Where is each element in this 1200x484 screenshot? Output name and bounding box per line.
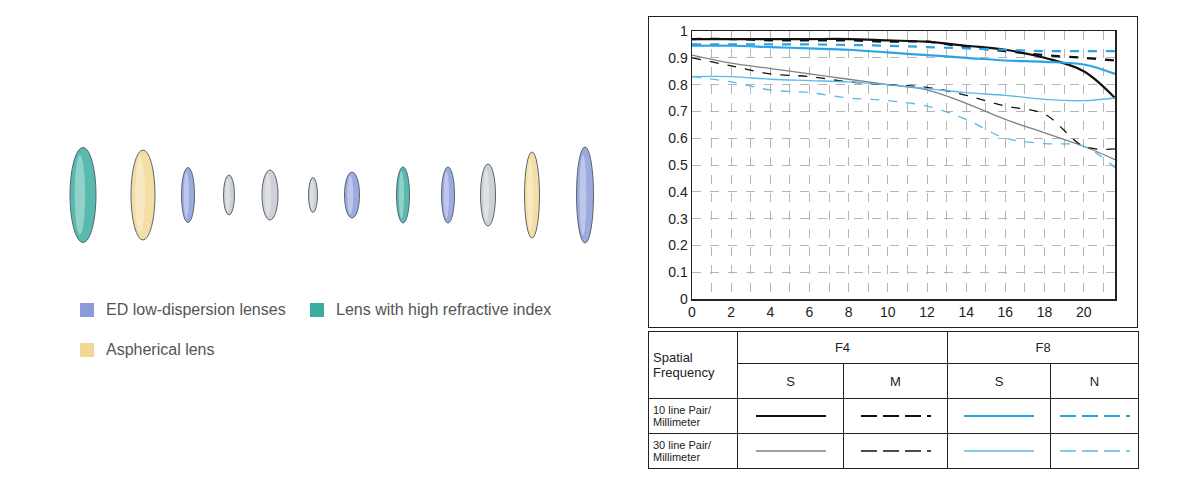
svg-text:0.7: 0.7 [668,103,688,119]
svg-text:0.9: 0.9 [668,50,688,66]
svg-text:0.6: 0.6 [668,130,688,146]
svg-text:4: 4 [766,304,774,320]
svg-text:20: 20 [1076,304,1092,320]
svg-text:0: 0 [688,304,696,320]
svg-text:0.8: 0.8 [668,77,688,93]
html-text:30 line Pair/ Millimeter: 30 line Pair/ Millimeter [653,439,712,463]
svg-text:0.5: 0.5 [668,157,688,173]
svg-text:0: 0 [680,291,688,307]
html-text:ED low-dispersion lenses: ED low-dispersion lenses [106,301,286,318]
html-text:Lens with high refractive inde: Lens with high refractive index [336,301,552,318]
html-text:N: N [1089,373,1100,389]
svg-text:8: 8 [845,304,853,320]
svg-text:1: 1 [680,23,688,39]
html-text:F8: F8 [1035,340,1051,355]
svg-text:16: 16 [998,304,1014,320]
svg-text:0.3: 0.3 [668,211,688,227]
svg-text:18: 18 [1037,304,1053,320]
html-text:Aspherical lens: Aspherical lens [106,341,215,358]
svg-text:12: 12 [919,304,935,320]
html-text:10 line Pair/ Millimeter: 10 line Pair/ Millimeter [653,404,712,428]
html-text:M: M [890,373,901,389]
svg-text:2: 2 [727,304,735,320]
svg-text:0.2: 0.2 [668,237,688,253]
svg-text:10: 10 [880,304,896,320]
svg-text:0.4: 0.4 [668,184,688,200]
html-text:S: S [994,373,1004,389]
html-text:S: S [786,373,795,389]
html-text:Spatial Frequency: Spatial Frequency [653,350,715,380]
svg-text:14: 14 [958,304,974,320]
svg-text:6: 6 [806,304,814,320]
svg-text:0.1: 0.1 [668,264,688,280]
html-text:F4: F4 [834,340,851,355]
